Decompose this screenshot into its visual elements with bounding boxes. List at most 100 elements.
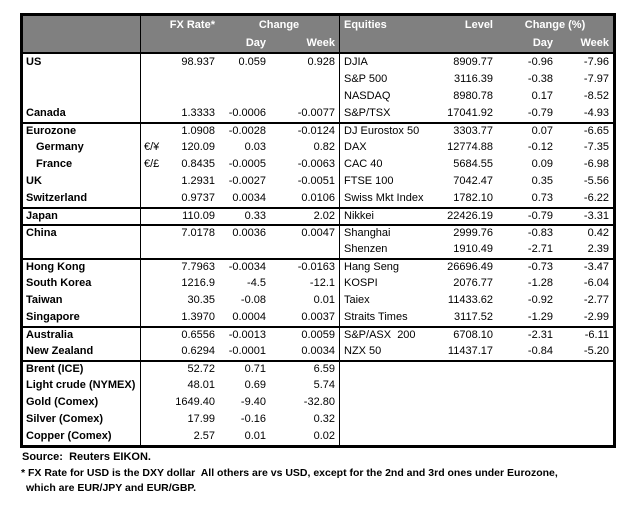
fx-name-cell: Germany <box>23 139 141 156</box>
fx-week-change-cell: 0.01 <box>270 292 340 309</box>
fx-day-change-cell: -0.0013 <box>228 329 266 341</box>
table-row: Taiwan 30.35 -0.08 0.01 Taiex 11433.62 -0.92 -2… <box>23 292 613 309</box>
fx-name-cell: Japan <box>23 209 141 224</box>
equity-level-cell: 5684.55 <box>453 158 493 170</box>
equity-day-change-cell <box>497 362 557 377</box>
fx-rate-cell <box>169 88 219 105</box>
equity-name-cell: DAX <box>344 141 367 153</box>
table-row: Australia 0.6556 -0.0013 0.0059 S&P/ASX 200 6… <box>23 326 613 343</box>
fx-week-change-cell: 0.02 <box>270 428 340 445</box>
equity-day-change-cell: 0.09 <box>531 158 553 170</box>
equity-name-cell <box>340 362 443 377</box>
equity-name-cell: S&P/ASX 200 <box>344 329 416 341</box>
equity-level-cell <box>443 377 497 394</box>
equity-day-change-cell: -1.28 <box>527 277 553 289</box>
fx-day-change-cell: 0.33 <box>244 210 266 222</box>
equity-week-change-cell: -7.97 <box>583 73 609 85</box>
currency-pair-cell: €/£ <box>144 158 160 170</box>
header-row-1: FX Rate* Change Equities Level Change (%… <box>23 16 613 34</box>
equities-week-subheader: Week <box>580 37 609 49</box>
fx-day-change-cell: -0.08 <box>240 294 266 306</box>
currency-pair-cell <box>141 226 169 241</box>
equity-name-cell: KOSPI <box>344 277 378 289</box>
equity-level-cell: 3117.52 <box>454 311 493 323</box>
header-blank-cell <box>141 34 169 52</box>
equity-week-change-cell: -3.47 <box>583 261 609 273</box>
equity-week-change-cell: 0.42 <box>587 227 609 239</box>
table-row: Copper (Comex) 2.57 0.01 0.02 <box>23 428 613 445</box>
fx-rate-cell: 0.6294 <box>181 345 215 357</box>
fx-name-cell: Australia <box>23 328 141 343</box>
table-row: South Korea 1216.9 -4.5 -12.1 KOSPI 2076.77 -1… <box>23 275 613 292</box>
table-row: UK 1.2931 -0.0027 -0.0051 FTSE 100 7042.47 0.3… <box>23 173 613 190</box>
fx-name-cell: Copper (Comex) <box>23 428 141 445</box>
fx-day-change-cell: 0.059 <box>238 56 266 68</box>
equity-week-change-cell: -2.99 <box>583 311 609 323</box>
currency-pair-cell <box>141 428 169 445</box>
equity-name-cell: Nikkei <box>344 210 374 222</box>
equity-level-cell: 2076.77 <box>453 277 493 289</box>
fx-week-change-cell: 0.0106 <box>270 190 340 207</box>
equity-day-change-cell: 0.35 <box>531 175 553 187</box>
fx-rate-cell: 1649.40 <box>175 396 215 408</box>
fx-name-cell: Switzerland <box>23 190 141 207</box>
fx-name-cell: US <box>23 54 141 71</box>
equity-name-cell: Shanghai <box>344 227 391 239</box>
fx-name-cell: Eurozone <box>23 124 141 139</box>
fx-name-cell <box>23 241 141 258</box>
fx-name-cell <box>23 88 141 105</box>
equity-level-cell: 3116.39 <box>454 73 493 85</box>
fx-week-change-cell <box>270 241 340 258</box>
equity-week-change-cell: -5.56 <box>583 175 609 187</box>
fx-rate-cell: 2.57 <box>193 430 215 442</box>
currency-pair-cell <box>141 377 169 394</box>
fx-name-cell: France <box>23 156 141 173</box>
fx-day-change-cell: 0.0036 <box>232 227 266 239</box>
header-blank-cell <box>169 34 219 52</box>
fx-week-change-cell: 0.82 <box>270 139 340 156</box>
equity-name-cell: Taiex <box>344 294 370 306</box>
fx-week-change-cell: -0.0124 <box>270 124 340 139</box>
fx-rate-cell: 1216.9 <box>181 277 215 289</box>
currency-pair-cell: €/¥ <box>144 141 160 153</box>
fx-name-cell: Light crude (NYMEX) <box>23 377 141 394</box>
table-row: Hong Kong 7.7963 -0.0034 -0.0163 Hang Seng 26… <box>23 258 613 275</box>
equities-header: Equities <box>344 19 387 31</box>
currency-pair-cell <box>141 54 169 71</box>
fx-rate-cell: 30.35 <box>187 294 215 306</box>
equity-level-cell <box>443 411 497 428</box>
equity-week-change-cell: -3.31 <box>583 210 609 222</box>
currency-pair-cell <box>141 209 169 224</box>
fx-week-change-cell: 0.0047 <box>270 226 340 241</box>
fx-rate-cell: 48.01 <box>187 379 215 391</box>
fx-week-change-cell: 0.0037 <box>270 309 340 326</box>
fx-rate-cell: 7.0178 <box>181 227 215 239</box>
equity-day-change-cell: -0.92 <box>527 294 553 306</box>
fx-rate-cell: 1.2931 <box>181 175 215 187</box>
fx-name-cell: Brent (ICE) <box>23 362 141 377</box>
equity-level-cell: 3303.77 <box>453 125 493 137</box>
equity-level-cell: 7042.47 <box>453 175 493 187</box>
equity-week-change-cell: -6.11 <box>584 329 609 341</box>
equity-level-cell: 8909.77 <box>453 56 493 68</box>
fx-day-change-cell: -4.5 <box>247 277 266 289</box>
fx-day-change-cell: 0.71 <box>244 363 266 375</box>
equity-name-cell: NASDAQ <box>344 90 391 102</box>
fx-name-cell: Silver (Comex) <box>23 411 141 428</box>
equity-day-change-cell: -2.31 <box>527 329 553 341</box>
fx-name-cell: UK <box>23 173 141 190</box>
fx-day-change-cell: 0.0034 <box>232 192 266 204</box>
fx-day-subheader: Day <box>245 37 266 49</box>
fx-rate-cell: 7.7963 <box>181 261 215 273</box>
fx-rate-cell: 0.8435 <box>181 158 215 170</box>
fx-week-change-cell: 0.0059 <box>270 328 340 343</box>
equity-name-cell: Straits Times <box>344 311 408 323</box>
currency-pair-cell <box>141 411 169 428</box>
equity-day-change-cell: -0.12 <box>527 141 553 153</box>
equity-week-change-cell: -8.52 <box>583 90 609 102</box>
fx-name-cell <box>23 71 141 88</box>
fx-day-change-cell: 0.69 <box>244 379 266 391</box>
equity-day-change-cell: -1.29 <box>527 311 553 323</box>
currency-pair-cell <box>141 124 169 139</box>
